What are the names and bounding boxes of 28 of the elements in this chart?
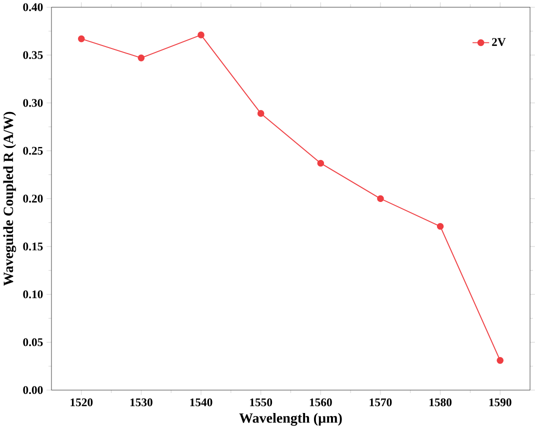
point (198, 32, 204, 38)
legend-label: 2V (492, 38, 506, 46)
y-tick-label: 0.05 (23, 338, 43, 346)
y-tick-label: 0.10 (23, 290, 43, 298)
point (78, 35, 85, 42)
point (138, 54, 145, 62)
x-tick-label: 1590 (489, 398, 512, 406)
y-tick-label: 0.25 (23, 146, 43, 155)
y-tick-label: 0.15 (23, 242, 43, 250)
x-tick-label: 1530 (130, 398, 152, 406)
point (257, 110, 264, 117)
point (436, 222, 444, 230)
y-tick-label: 0.30 (23, 98, 43, 107)
point (317, 160, 324, 167)
point (377, 195, 384, 202)
y-tick-label: 0.40 (23, 3, 43, 12)
x-tick-label: 1570 (370, 398, 392, 406)
y-axis-title: Waveguide Coupled R (A/W) (3, 112, 16, 286)
x-tick-label: 1550 (250, 398, 272, 406)
x-axis-title: Wavelength (µm) (239, 412, 342, 426)
y-tick-label: 0.20 (23, 194, 43, 203)
point (496, 357, 504, 364)
x-tick-label: 1560 (310, 398, 332, 406)
x-tick-label: 1540 (190, 398, 212, 406)
x-tick-label: 1520 (70, 398, 93, 406)
y-tick-label: 0.00 (23, 386, 43, 394)
x-tick-label: 1580 (430, 398, 452, 406)
y-tick-label: 0.35 (23, 51, 43, 60)
